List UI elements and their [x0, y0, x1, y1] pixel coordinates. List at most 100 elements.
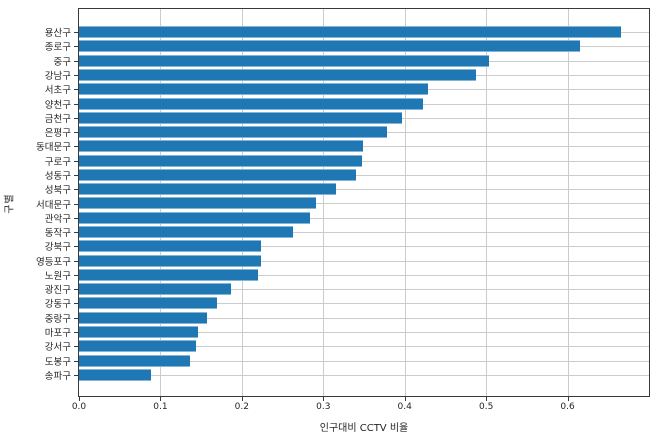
bar [79, 354, 190, 367]
bar [79, 168, 356, 181]
bar [79, 311, 207, 324]
bar-row [79, 282, 649, 296]
bar-row [79, 139, 649, 153]
horizontal-gridline [79, 374, 649, 376]
y-tick-mark [74, 289, 78, 291]
horizontal-gridline [79, 189, 649, 191]
bar [79, 26, 621, 39]
y-tick-label: 구로구 [44, 156, 71, 168]
bar-row [79, 325, 649, 339]
bar [79, 326, 198, 338]
y-tick-mark [74, 189, 78, 191]
x-tick-label: 0.6 [560, 402, 575, 412]
bar-row [79, 225, 649, 239]
bar [79, 83, 428, 96]
y-tick-mark [74, 103, 78, 105]
x-tick-mark [160, 397, 162, 401]
bar-row [79, 311, 649, 325]
y-tick-label: 금천구 [44, 113, 71, 125]
vertical-gridline [486, 9, 488, 396]
horizontal-gridline [79, 232, 649, 234]
y-tick-label: 강남구 [44, 70, 71, 82]
y-tick-mark [74, 132, 78, 134]
y-tick-label: 중랑구 [44, 313, 71, 325]
vertical-gridline [323, 9, 325, 396]
horizontal-gridline [79, 332, 649, 333]
bar-row [79, 196, 649, 210]
y-tick-label: 중구 [53, 56, 71, 68]
x-tick-mark [323, 397, 325, 401]
bar-row [79, 353, 649, 367]
bar-row [79, 154, 649, 168]
x-tick-label: 0.0 [71, 402, 87, 412]
vertical-gridline [567, 9, 569, 396]
y-tick-mark [74, 246, 78, 248]
y-tick-mark [74, 232, 78, 234]
plot-area [78, 8, 650, 397]
y-tick-mark [74, 174, 78, 176]
y-tick-label: 영등포구 [36, 256, 71, 268]
bar-row [79, 182, 649, 196]
y-tick-label: 동대문구 [36, 142, 71, 154]
y-tick-mark [74, 32, 78, 34]
y-tick-label: 노원구 [44, 270, 71, 282]
y-tick-label: 서대문구 [36, 199, 71, 211]
y-tick-label: 관악구 [44, 213, 71, 225]
y-tick-label: 성동구 [44, 170, 71, 182]
x-tick-mark [241, 397, 243, 401]
bar [79, 154, 362, 167]
y-tick-mark [74, 46, 78, 48]
horizontal-gridline [79, 160, 649, 162]
bar-row [79, 111, 649, 125]
y-tick-mark [74, 203, 78, 205]
y-tick-mark [74, 360, 78, 362]
y-tick-mark [74, 260, 78, 262]
y-tick-label: 강서구 [44, 342, 71, 354]
bar [79, 268, 259, 281]
horizontal-gridline [79, 317, 649, 319]
bar [79, 340, 197, 353]
vertical-gridline [404, 9, 406, 396]
bar [79, 297, 217, 310]
x-tick-label: 0.1 [153, 402, 168, 412]
x-tick-mark [567, 397, 569, 401]
bar-row [79, 54, 649, 68]
bar-row [79, 39, 649, 53]
y-tick-label: 동작구 [44, 228, 71, 240]
bar-row [79, 211, 649, 225]
bar [79, 40, 580, 53]
bar-row [79, 296, 649, 310]
bar [79, 183, 337, 196]
bar-row [79, 368, 649, 382]
y-tick-label: 은평구 [44, 128, 71, 140]
y-tick-label: 용산구 [44, 28, 71, 40]
y-tick-label: 서초구 [44, 85, 71, 97]
x-tick-label: 0.2 [234, 402, 250, 412]
y-tick-label: 송파구 [44, 370, 71, 382]
y-tick-label: 양천구 [44, 99, 71, 111]
y-tick-label: 강동구 [44, 299, 71, 311]
y-tick-label: 성북구 [44, 185, 71, 197]
bar-row [79, 168, 649, 182]
horizontal-gridline [79, 360, 649, 362]
bar [79, 240, 262, 253]
y-tick-label: 강북구 [44, 242, 71, 254]
horizontal-gridline [79, 217, 649, 219]
y-tick-mark [74, 332, 78, 334]
bar [79, 111, 403, 124]
y-tick-label: 종로구 [44, 42, 71, 54]
y-tick-mark [74, 274, 78, 276]
horizontal-gridline [79, 146, 649, 148]
x-tick-label: 0.3 [316, 402, 331, 412]
x-axis-title: 인구대비 CCTV 비율 [319, 423, 409, 434]
bar-row [79, 339, 649, 353]
bar [79, 54, 490, 67]
bar-row [79, 253, 649, 267]
bar [79, 68, 476, 81]
bar-row [79, 239, 649, 253]
bar-row [79, 68, 649, 82]
y-tick-mark [74, 217, 78, 219]
bar [79, 254, 261, 267]
bar-row [79, 96, 649, 110]
